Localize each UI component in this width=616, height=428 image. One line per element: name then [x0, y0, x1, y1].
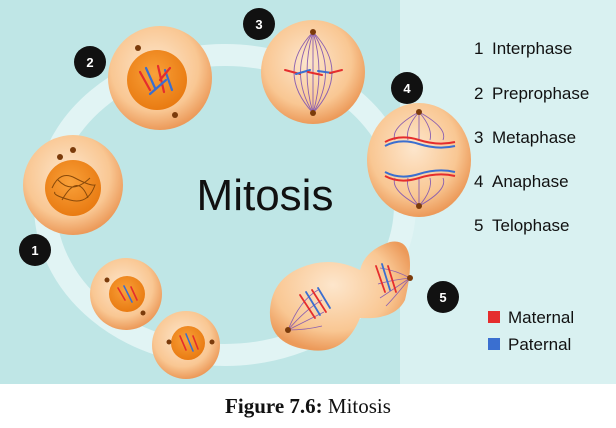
centrosome	[285, 327, 291, 333]
centrosome	[209, 339, 215, 345]
paternal-swatch	[488, 338, 500, 350]
paternal-label: Paternal	[508, 335, 571, 354]
stage-marker-1: 1	[19, 234, 51, 266]
metaphase-cell	[261, 20, 365, 124]
stage-list-number: 3	[474, 128, 483, 147]
stage-list-name: Interphase	[492, 39, 572, 58]
preprophase-cell	[108, 26, 212, 130]
anaphase-cell	[367, 103, 471, 217]
stage-list-number: 2	[474, 84, 483, 103]
stage-number: 1	[31, 243, 38, 258]
centrosome	[70, 147, 76, 153]
color-legend: Maternal Paternal	[488, 308, 574, 354]
stage-list: 1 Interphase 2 Preprophase 3 Metaphase 4…	[474, 39, 589, 235]
centrosome	[310, 110, 316, 116]
centrosome	[140, 310, 146, 316]
stage-marker-5: 5	[427, 281, 459, 313]
stage-list-name: Anaphase	[492, 172, 569, 191]
stage-list-name: Preprophase	[492, 84, 589, 103]
interphase-cell	[23, 135, 123, 235]
figure-caption-label: Figure 7.6:	[225, 394, 323, 418]
stage-list-name: Telophase	[492, 216, 570, 235]
daughter-cell-1	[90, 258, 162, 330]
stage-number: 4	[403, 81, 411, 96]
stage-list-number: 5	[474, 216, 483, 235]
telophase-cell	[269, 241, 413, 351]
maternal-label: Maternal	[508, 308, 574, 327]
centrosome	[416, 203, 422, 209]
mitosis-diagram: Mitosis 1 2 3 4 5 1 Interphase 2 Preprop…	[0, 0, 616, 384]
centrosome	[172, 112, 178, 118]
figure-caption: Figure 7.6: Mitosis	[0, 394, 616, 419]
centrosome	[104, 277, 110, 283]
centrosome	[57, 154, 63, 160]
stage-marker-3: 3	[243, 8, 275, 40]
centrosome	[310, 29, 316, 35]
centrosome	[416, 109, 422, 115]
centrosome	[407, 275, 413, 281]
stage-list-name: Metaphase	[492, 128, 576, 147]
figure-caption-text: Mitosis	[322, 394, 391, 418]
stage-number: 5	[439, 290, 446, 305]
maternal-swatch	[488, 311, 500, 323]
centrosome	[135, 45, 141, 51]
stage-number: 3	[255, 17, 262, 32]
diagram-title: Mitosis	[197, 171, 334, 220]
stage-marker-4: 4	[391, 72, 423, 104]
stage-marker-2: 2	[74, 46, 106, 78]
centrosome	[166, 339, 172, 345]
daughter-cell-2	[152, 311, 220, 379]
stage-list-number: 1	[474, 39, 483, 58]
stage-number: 2	[86, 55, 93, 70]
stage-list-number: 4	[474, 172, 483, 191]
